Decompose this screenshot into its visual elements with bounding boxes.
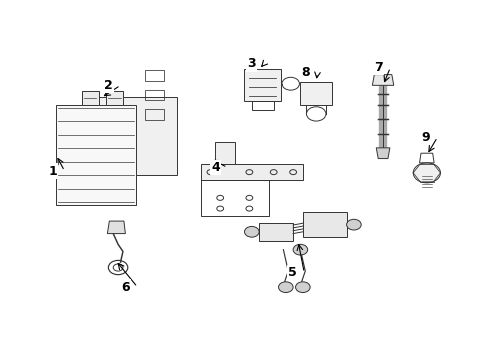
Text: 8: 8 [300,66,309,79]
Circle shape [244,226,259,237]
Polygon shape [56,105,136,205]
Circle shape [278,282,292,293]
Circle shape [295,282,309,293]
Polygon shape [372,75,393,85]
Text: 9: 9 [420,131,429,144]
Polygon shape [201,164,302,180]
Polygon shape [375,148,389,158]
Text: 3: 3 [247,57,256,71]
Text: 6: 6 [121,281,129,294]
Polygon shape [215,143,234,164]
Polygon shape [81,91,99,105]
Circle shape [412,163,440,183]
Polygon shape [96,97,177,175]
Text: 4: 4 [210,161,219,174]
Polygon shape [302,212,346,237]
Polygon shape [107,221,125,234]
Text: 5: 5 [287,266,296,279]
Text: 2: 2 [104,79,113,92]
Polygon shape [244,69,281,102]
Text: 1: 1 [48,165,57,177]
Polygon shape [300,82,331,105]
Text: 7: 7 [373,61,382,74]
Circle shape [292,244,307,255]
Circle shape [346,219,361,230]
Polygon shape [106,91,122,105]
Polygon shape [259,223,292,241]
